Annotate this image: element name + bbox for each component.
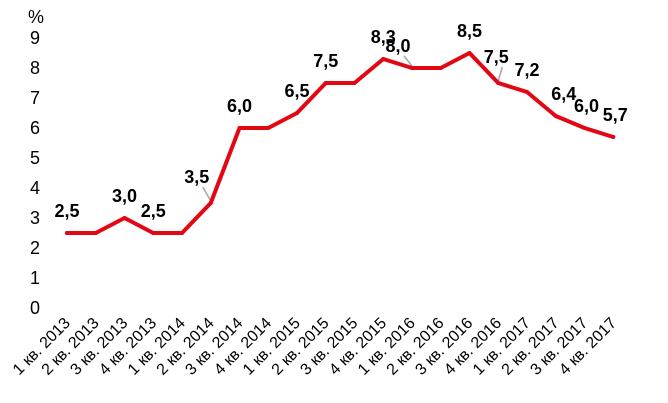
data-point — [65, 231, 69, 235]
data-label: 7,5 — [484, 47, 509, 67]
data-point — [151, 231, 156, 235]
data-point — [525, 90, 529, 94]
leader-line — [403, 55, 413, 67]
data-label: 8,0 — [385, 36, 410, 56]
data-point — [381, 57, 386, 61]
y-axis: 0 1 2 3 4 5 6 7 8 9 — [30, 28, 40, 318]
data-point — [237, 126, 242, 130]
data-label: 7,2 — [514, 60, 539, 80]
y-tick-label: 9 — [30, 28, 40, 48]
data-label: 6,0 — [227, 96, 252, 116]
data-point — [295, 111, 299, 115]
data-label: 8,3 — [371, 27, 396, 47]
data-point — [122, 216, 127, 220]
y-tick-label: 4 — [30, 178, 40, 198]
data-label: 5,7 — [603, 105, 628, 125]
data-label: 6,0 — [574, 96, 599, 116]
series-line — [65, 51, 616, 235]
leader-line — [202, 186, 212, 202]
y-tick-label: 3 — [30, 208, 40, 228]
y-tick-label: 8 — [30, 58, 40, 78]
data-point — [438, 66, 443, 70]
data-point — [553, 114, 558, 118]
data-point — [93, 231, 98, 235]
data-point — [496, 81, 501, 85]
y-tick-label: 1 — [30, 268, 40, 288]
leader-lines — [202, 55, 503, 202]
data-label: 6,5 — [284, 81, 309, 101]
data-label: 6,4 — [551, 84, 576, 104]
series-polyline — [65, 51, 616, 235]
y-tick-label: 0 — [30, 298, 40, 318]
y-tick-label: 5 — [30, 148, 40, 168]
data-labels: 2,53,02,53,56,06,57,58,38,08,57,57,26,46… — [54, 21, 627, 221]
y-tick-label: 2 — [30, 238, 40, 258]
data-point — [180, 231, 184, 235]
data-label: 2,5 — [54, 201, 79, 221]
data-label: 7,5 — [313, 51, 338, 71]
data-label: 8,5 — [457, 21, 482, 41]
data-point — [582, 126, 587, 130]
data-label: 3,5 — [184, 167, 209, 187]
y-tick-label: 7 — [30, 88, 40, 108]
data-point — [208, 201, 213, 205]
data-label: 2,5 — [141, 201, 166, 221]
data-point — [323, 81, 328, 85]
data-point — [410, 66, 414, 70]
leader-line — [497, 66, 503, 82]
data-point — [467, 51, 472, 55]
y-tick-label: 6 — [30, 118, 40, 138]
data-label: 3,0 — [112, 186, 137, 206]
data-point — [352, 81, 357, 85]
data-point — [611, 135, 616, 139]
y-unit-label: % — [28, 7, 44, 27]
data-point — [266, 126, 271, 130]
